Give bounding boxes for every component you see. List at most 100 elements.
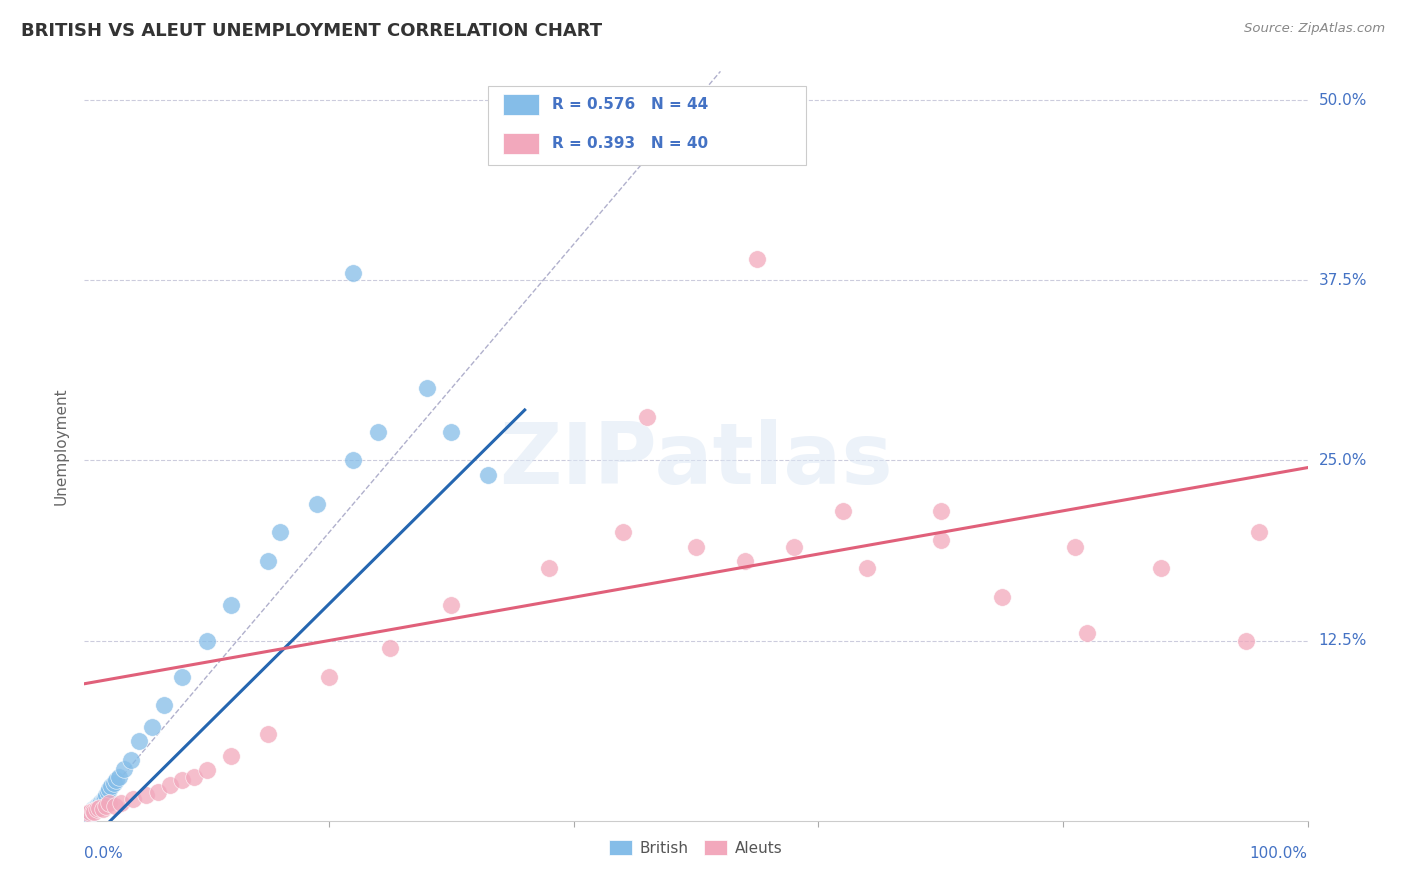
- Point: [104, 799, 127, 814]
- Text: 25.0%: 25.0%: [1319, 453, 1367, 468]
- Point: [128, 734, 150, 748]
- Point: [79, 806, 101, 821]
- Point: [747, 252, 769, 266]
- Bar: [503, 94, 540, 115]
- Text: Source: ZipAtlas.com: Source: ZipAtlas.com: [1244, 22, 1385, 36]
- Legend: British, Aleuts: British, Aleuts: [603, 833, 789, 862]
- Point: [122, 792, 145, 806]
- Point: [685, 540, 707, 554]
- Y-axis label: Unemployment: Unemployment: [53, 387, 69, 505]
- Point: [135, 788, 157, 802]
- Point: [195, 633, 218, 648]
- Point: [94, 790, 117, 805]
- Point: [612, 525, 634, 540]
- Point: [100, 779, 122, 793]
- Point: [91, 793, 114, 807]
- Point: [257, 727, 280, 741]
- Point: [318, 669, 340, 683]
- Text: R = 0.393   N = 40: R = 0.393 N = 40: [551, 136, 707, 151]
- Point: [80, 804, 103, 818]
- Point: [84, 800, 107, 814]
- Point: [1076, 626, 1098, 640]
- Point: [86, 799, 108, 814]
- Point: [79, 806, 101, 821]
- Text: BRITISH VS ALEUT UNEMPLOYMENT CORRELATION CHART: BRITISH VS ALEUT UNEMPLOYMENT CORRELATIO…: [21, 22, 602, 40]
- Point: [342, 453, 364, 467]
- Point: [929, 533, 952, 547]
- Point: [120, 753, 142, 767]
- Point: [97, 785, 120, 799]
- Point: [82, 802, 104, 816]
- Point: [269, 525, 291, 540]
- Point: [1150, 561, 1173, 575]
- Point: [1247, 525, 1270, 540]
- Point: [380, 640, 402, 655]
- Point: [86, 802, 108, 816]
- Text: ZIPatlas: ZIPatlas: [499, 419, 893, 502]
- Point: [367, 425, 389, 439]
- Point: [636, 410, 658, 425]
- Point: [342, 266, 364, 280]
- Point: [93, 792, 115, 806]
- Point: [96, 799, 118, 814]
- Point: [82, 804, 104, 818]
- Point: [97, 797, 120, 811]
- Point: [77, 806, 100, 821]
- Point: [77, 809, 100, 823]
- Point: [219, 748, 242, 763]
- Point: [87, 797, 110, 812]
- Point: [929, 504, 952, 518]
- Point: [991, 591, 1014, 605]
- Point: [90, 795, 112, 809]
- Point: [538, 561, 561, 575]
- Point: [83, 805, 105, 819]
- Point: [856, 561, 879, 575]
- Point: [80, 805, 103, 819]
- Point: [183, 771, 205, 785]
- FancyBboxPatch shape: [488, 87, 806, 165]
- Point: [89, 797, 111, 811]
- Point: [97, 781, 120, 796]
- Bar: [503, 133, 540, 153]
- Point: [172, 669, 194, 683]
- Text: R = 0.576   N = 44: R = 0.576 N = 44: [551, 97, 707, 112]
- Point: [1064, 540, 1087, 554]
- Point: [82, 804, 104, 818]
- Point: [1236, 633, 1258, 648]
- Point: [195, 763, 218, 777]
- Text: 0.0%: 0.0%: [84, 846, 124, 861]
- Point: [305, 497, 328, 511]
- Point: [257, 554, 280, 568]
- Point: [153, 698, 176, 713]
- Text: 50.0%: 50.0%: [1319, 93, 1367, 108]
- Point: [91, 802, 114, 816]
- Point: [141, 720, 163, 734]
- Point: [107, 771, 129, 785]
- Point: [783, 540, 806, 554]
- Point: [77, 808, 100, 822]
- Point: [416, 381, 439, 395]
- Point: [86, 799, 108, 814]
- Point: [83, 802, 105, 816]
- Point: [477, 467, 499, 482]
- Point: [159, 778, 181, 792]
- Point: [87, 797, 110, 812]
- Point: [79, 805, 101, 819]
- Point: [831, 504, 853, 518]
- Point: [76, 811, 98, 825]
- Point: [172, 773, 194, 788]
- Text: 100.0%: 100.0%: [1250, 846, 1308, 861]
- Point: [87, 800, 110, 814]
- Point: [96, 788, 118, 802]
- Point: [105, 773, 128, 788]
- Point: [146, 785, 169, 799]
- Point: [112, 762, 135, 776]
- Text: 12.5%: 12.5%: [1319, 633, 1367, 648]
- Text: 37.5%: 37.5%: [1319, 273, 1367, 288]
- Point: [110, 797, 132, 811]
- Point: [440, 598, 463, 612]
- Point: [219, 598, 242, 612]
- Point: [734, 554, 756, 568]
- Point: [440, 425, 463, 439]
- Point: [103, 776, 125, 790]
